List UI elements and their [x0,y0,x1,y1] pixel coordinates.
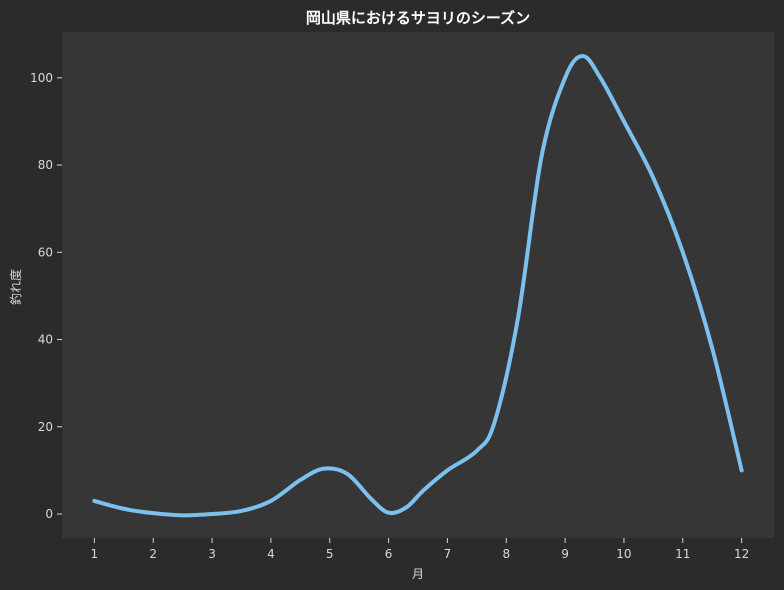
x-tick-label: 6 [385,547,393,561]
y-tick-label: 80 [38,158,53,172]
y-axis-ticks: 0 20 40 60 80 100 [30,71,62,521]
x-tick-label: 5 [326,547,334,561]
x-tick-label: 10 [616,547,631,561]
x-tick-label: 4 [267,547,275,561]
plot-area [62,32,774,538]
x-tick-label: 9 [561,547,569,561]
y-tick-label: 20 [38,420,53,434]
x-tick-label: 3 [208,547,216,561]
x-axis-label: 月 [412,567,424,581]
x-tick-label: 12 [734,547,749,561]
chart-title: 岡山県におけるサヨリのシーズン [306,9,530,27]
y-tick-label: 100 [30,71,53,85]
y-tick-label: 0 [45,507,53,521]
y-axis-label: 釣れ度 [8,269,23,305]
x-tick-label: 2 [149,547,157,561]
x-tick-label: 8 [502,547,510,561]
series-layer [92,53,744,518]
x-tick-label: 11 [675,547,690,561]
x-tick-label: 1 [91,547,99,561]
x-tick-label: 7 [444,547,452,561]
y-tick-label: 60 [38,245,53,259]
y-tick-label: 40 [38,333,53,347]
x-axis-ticks: 1 2 3 4 5 6 7 8 9 10 11 12 [91,538,749,561]
series-line [92,53,744,518]
